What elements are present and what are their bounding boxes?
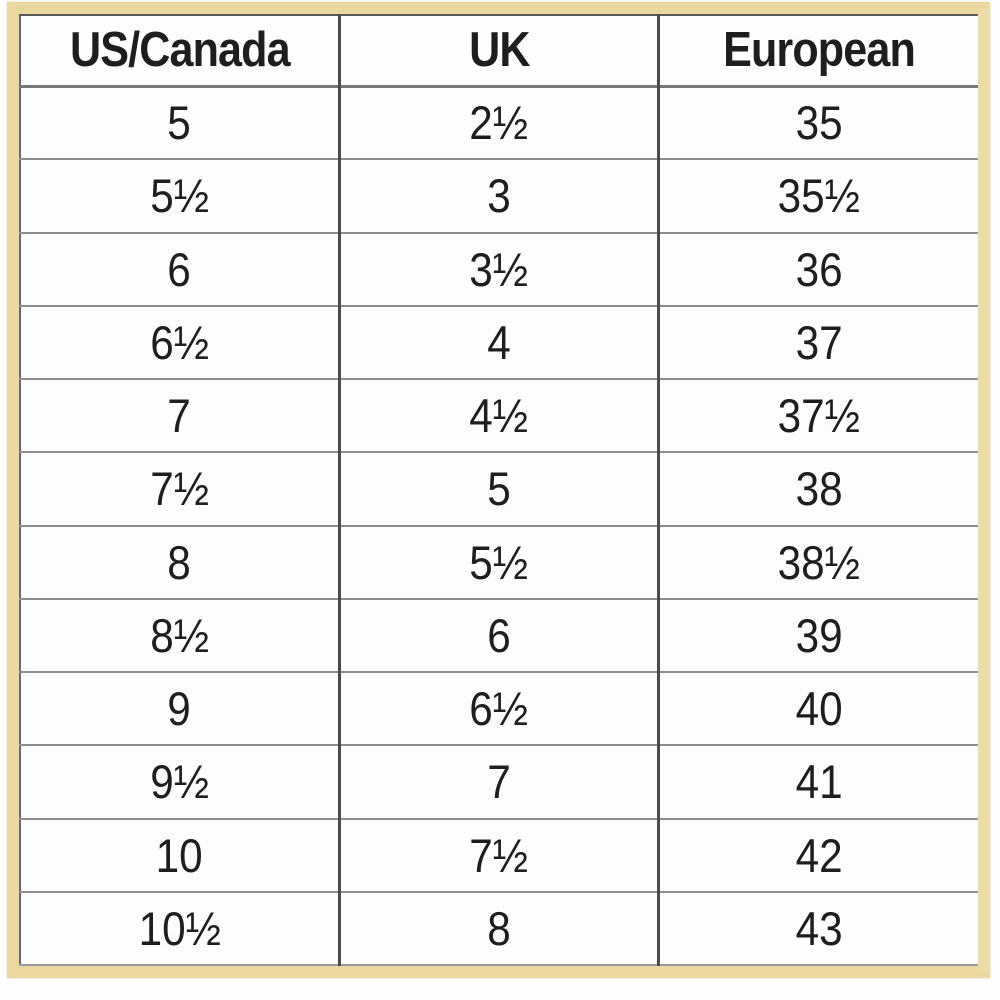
cell-value: 38 [795,462,843,516]
table-cell: 8 [337,891,659,965]
cell-value: 9 [167,682,192,736]
cell-value: 41 [795,755,843,809]
table-cell: 36 [657,232,978,306]
table-cell: 38 [657,452,978,526]
cell-value: 10 [155,828,203,882]
cell-value: 8½ [150,608,209,662]
table-row: 5 2½ 35 [20,86,978,160]
cell-value: 6½ [469,682,529,736]
table-cell: 9 [20,672,340,746]
column-header-european: European [657,15,978,86]
chart-frame: US/Canada UK European 5 2½ 35 5½ 3 35½ 6 3½ 36 6½… [7,2,990,978]
cell-value: 39 [795,608,843,662]
table-cell: 10½ [20,891,340,965]
column-header-us-canada: US/Canada [20,15,340,86]
table-cell: 6½ [20,305,340,379]
cell-value: 4½ [469,389,529,443]
cell-value: 10½ [138,901,221,955]
column-header-uk: UK [337,15,659,86]
table-cell: 10 [20,818,340,892]
table-cell: 7½ [337,818,659,892]
table-cell: 4 [337,305,659,379]
cell-value: 8 [167,535,192,589]
table-cell: 5½ [20,159,340,233]
cell-value: 38½ [777,535,861,589]
table-cell: 43 [657,891,978,965]
cell-value: 7 [167,389,192,443]
table-row: 9 6½ 40 [20,672,978,746]
cell-value: 7½ [150,462,209,516]
cell-value: 5½ [150,169,209,223]
table-cell: 7½ [20,452,340,526]
table-cell: 35½ [657,159,978,233]
header-row: US/Canada UK European [20,15,978,86]
table-cell: 4½ [337,379,659,453]
cell-value: 3½ [469,242,529,296]
column-header-label: European [723,23,916,78]
cell-value: 7 [487,755,511,809]
table-cell: 5 [337,452,659,526]
table-cell: 9½ [20,745,340,819]
table-cell: 40 [657,672,978,746]
table-cell: 42 [657,818,978,892]
table-cell: 7 [20,379,340,453]
table-cell: 3½ [337,232,659,306]
cell-value: 42 [795,828,843,882]
table-row: 8 5½ 38½ [20,525,978,599]
table-cell: 8 [20,525,340,599]
table-cell: 37 [657,305,978,379]
cell-value: 6½ [150,315,209,369]
table-row: 5½ 3 35½ [20,159,978,233]
cell-value: 35½ [777,169,861,223]
table-row: 6½ 4 37 [20,305,978,379]
cell-value: 5½ [469,535,529,589]
table-row: 8½ 6 39 [20,598,978,672]
table-body: 5 2½ 35 5½ 3 35½ 6 3½ 36 6½ 4 37 7 4½ 37½ 7½ 5 38 8 5½ 38½ 8½… [20,86,978,965]
column-header-label: US/Canada [69,23,291,78]
table-row: 7 4½ 37½ [20,379,978,453]
table-row: 10½ 8 43 [20,891,978,965]
table-row: 6 3½ 36 [20,232,978,306]
cell-value: 7½ [469,828,529,882]
table-header: US/Canada UK European [20,15,978,86]
table-cell: 3 [337,159,659,233]
cell-value: 3 [487,169,511,223]
cell-value: 40 [795,682,843,736]
cell-value: 37 [795,315,843,369]
cell-value: 43 [795,901,843,955]
cell-value: 37½ [777,389,861,443]
table-cell: 6 [337,598,659,672]
table-row: 7½ 5 38 [20,452,978,526]
table-cell: 6 [20,232,340,306]
table-cell: 38½ [657,525,978,599]
cell-value: 6 [167,242,192,296]
table-cell: 35 [657,86,978,160]
table-cell: 6½ [337,672,659,746]
cell-value: 8 [487,901,511,955]
cell-value: 5 [167,96,192,150]
table-row: 10 7½ 42 [20,818,978,892]
table-cell: 8½ [20,598,340,672]
table-cell: 41 [657,745,978,819]
table-cell: 39 [657,598,978,672]
table-cell: 7 [337,745,659,819]
cell-value: 6 [487,608,511,662]
cell-value: 35 [795,96,843,150]
size-conversion-table: US/Canada UK European 5 2½ 35 5½ 3 35½ 6 3½ 36 6½… [19,14,978,966]
table-cell: 2½ [337,86,659,160]
table-cell: 37½ [657,379,978,453]
cell-value: 36 [795,242,843,296]
table-cell: 5 [20,86,340,160]
column-header-label: UK [468,23,530,78]
table-row: 9½ 7 41 [20,745,978,819]
cell-value: 2½ [469,96,529,150]
table-cell: 5½ [337,525,659,599]
cell-value: 9½ [150,755,209,809]
cell-value: 5 [487,462,511,516]
cell-value: 4 [487,315,511,369]
